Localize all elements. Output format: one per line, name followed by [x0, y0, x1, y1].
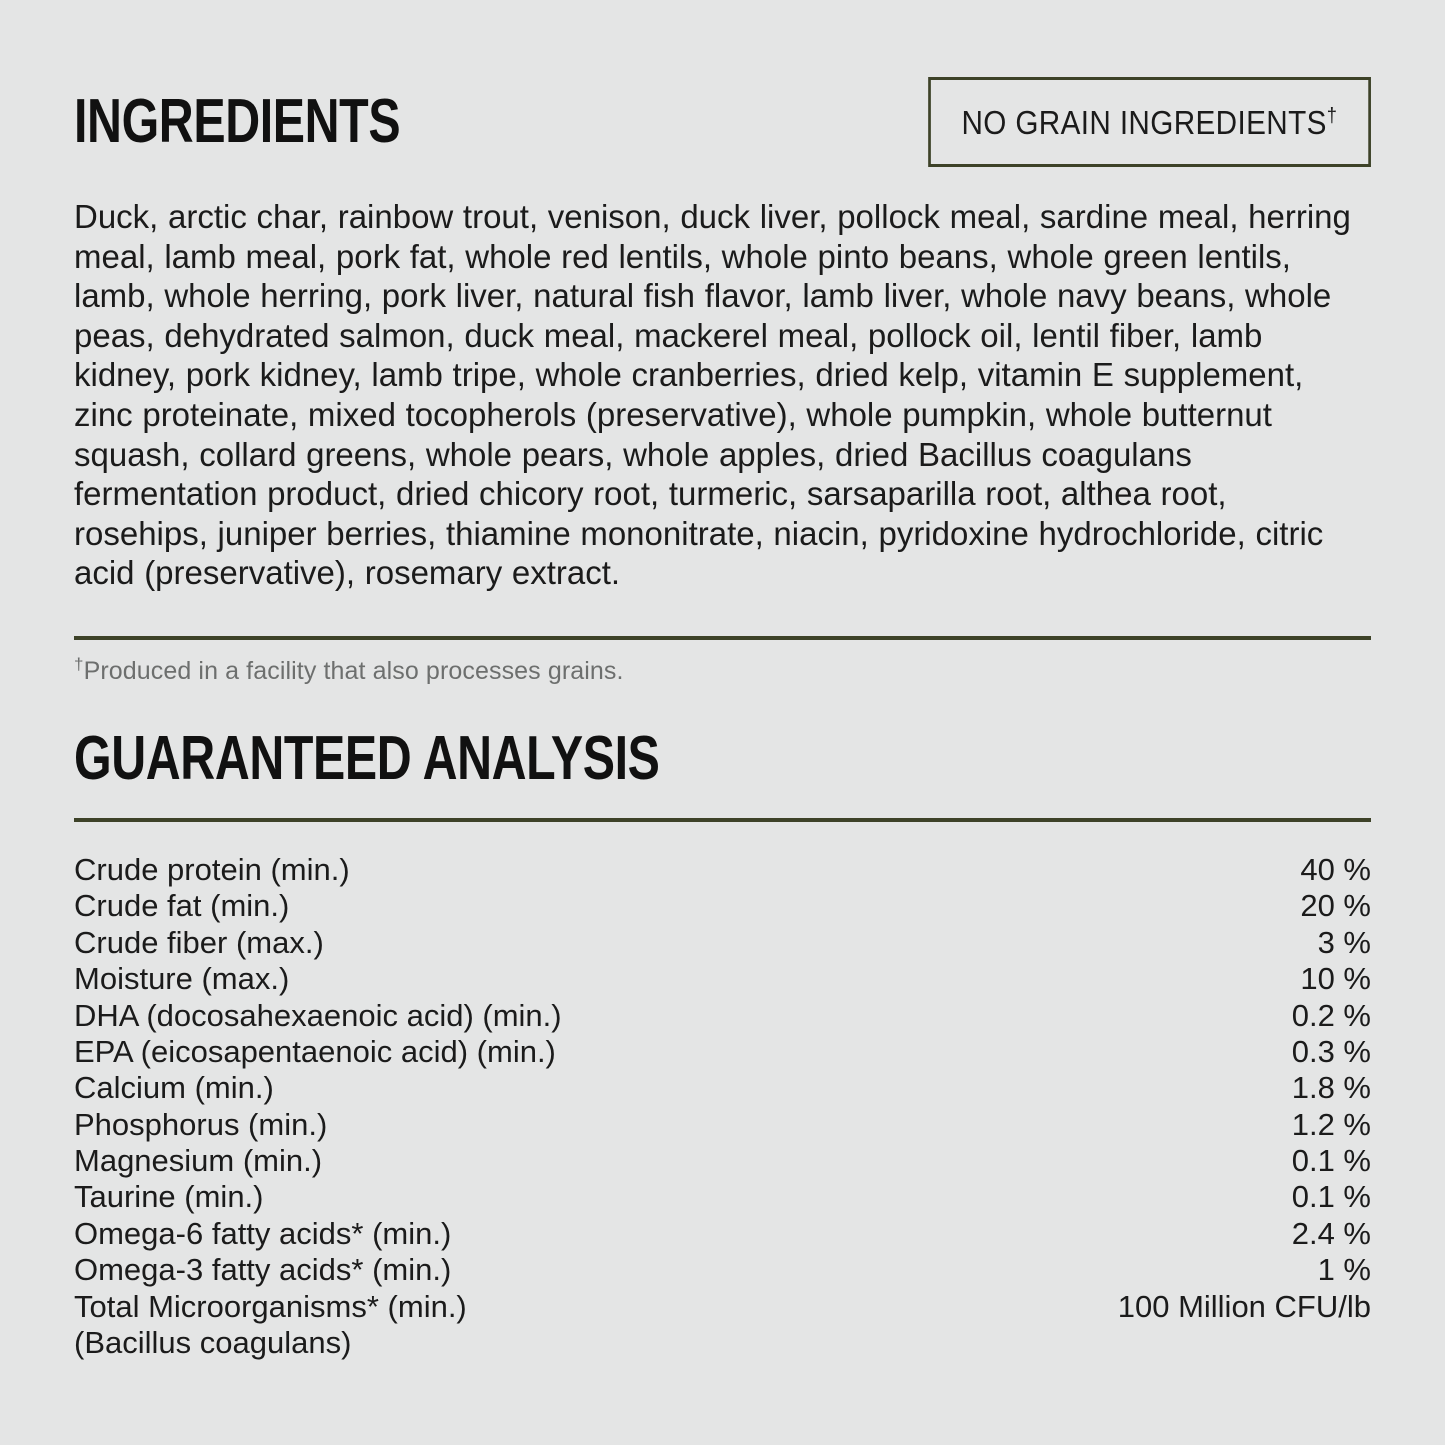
no-grain-badge-label: NO GRAIN INGREDIENTS [961, 104, 1328, 141]
page-title: INGREDIENTS [74, 86, 401, 156]
guaranteed-analysis-header: GUARANTEED ANALYSIS [74, 723, 1371, 802]
analysis-nutrient-value: 40 % [1300, 851, 1371, 887]
analysis-nutrient-value: 0.1 % [1291, 1143, 1371, 1179]
analysis-nutrient-value: 2.4 % [1291, 1215, 1371, 1251]
table-row: Taurine (min.) 0.1 % [74, 1179, 1371, 1215]
table-row: Calcium (min.) 1.8 % [74, 1070, 1371, 1106]
analysis-nutrient-value: 0.3 % [1291, 1033, 1371, 1069]
ingredients-header: INGREDIENTS NO GRAIN INGREDIENTS† [74, 0, 1371, 182]
ingredients-footnote: †Produced in a facility that also proces… [74, 654, 1371, 686]
analysis-nutrient-label: (Bacillus coagulans) [74, 1325, 352, 1361]
analysis-nutrient-label: DHA (docosahexaenoic acid) (min.) [74, 997, 562, 1033]
ingredients-text: Duck, arctic char, rainbow trout, veniso… [74, 199, 1351, 593]
analysis-nutrient-value: 1.2 % [1291, 1106, 1371, 1142]
analysis-nutrient-value: 0.2 % [1291, 997, 1371, 1033]
no-grain-badge-dagger: † [1327, 104, 1338, 127]
analysis-nutrient-value: 0.1 % [1291, 1179, 1371, 1215]
analysis-nutrient-value: 3 % [1317, 924, 1371, 960]
table-row: (Bacillus coagulans) [74, 1325, 1371, 1361]
table-row: Magnesium (min.) 0.1 % [74, 1143, 1371, 1179]
analysis-nutrient-label: Omega-6 fatty acids* (min.) [74, 1215, 452, 1251]
analysis-nutrient-value [928, 1325, 1371, 1361]
analysis-nutrient-label: Omega-3 fatty acids* (min.) [74, 1252, 452, 1288]
guaranteed-analysis-table: Crude protein (min.) 40 % Crude fat (min.)… [74, 852, 1371, 1361]
analysis-nutrient-label: Crude fat (min.) [74, 888, 290, 924]
analysis-nutrient-label: EPA (eicosapentaenoic acid) (min.) [74, 1033, 556, 1069]
analysis-nutrient-value: 1.8 % [1291, 1070, 1371, 1106]
footnote-dagger: † [74, 654, 84, 674]
analysis-nutrient-value: 1 % [1317, 1252, 1371, 1288]
analysis-nutrient-label: Magnesium (min.) [74, 1143, 323, 1179]
table-row: Crude fat (min.) 20 % [74, 888, 1371, 924]
table-row: DHA (docosahexaenoic acid) (min.) 0.2 % [74, 998, 1371, 1034]
analysis-nutrient-value: 10 % [1300, 961, 1371, 997]
analysis-nutrient-label: Calcium (min.) [74, 1070, 274, 1106]
table-row: Moisture (max.) 10 % [74, 961, 1371, 997]
analysis-nutrient-label: Crude protein (min.) [74, 851, 350, 887]
analysis-nutrient-label: Moisture (max.) [74, 961, 290, 997]
table-row: EPA (eicosapentaenoic acid) (min.) 0.3 % [74, 1034, 1371, 1070]
analysis-nutrient-value: 100 Million CFU/lb [1117, 1288, 1371, 1324]
analysis-nutrient-value: 20 % [1300, 888, 1371, 924]
table-row: Crude fiber (max.) 3 % [74, 925, 1371, 961]
no-grain-badge: NO GRAIN INGREDIENTS† [928, 77, 1371, 167]
table-row: Phosphorus (min.) 1.2 % [74, 1107, 1371, 1143]
table-row: Crude protein (min.) 40 % [74, 852, 1371, 888]
analysis-nutrient-label: Crude fiber (max.) [74, 924, 324, 960]
table-row: Omega-6 fatty acids* (min.) 2.4 % [74, 1216, 1371, 1252]
table-row: Total Microorganisms* (min.) 100 Million … [74, 1289, 1371, 1325]
footnote-text: Produced in a facility that also process… [83, 656, 624, 685]
divider-analysis [74, 817, 1371, 822]
guaranteed-analysis-rows: Crude protein (min.) 40 % Crude fat (min.)… [74, 852, 1371, 1361]
guaranteed-analysis-title: GUARANTEED ANALYSIS [74, 723, 660, 793]
table-row: Omega-3 fatty acids* (min.) 1 % [74, 1252, 1371, 1288]
analysis-nutrient-label: Taurine (min.) [74, 1179, 264, 1215]
divider-ingredients [74, 635, 1371, 640]
analysis-nutrient-label: Phosphorus (min.) [74, 1106, 328, 1142]
analysis-nutrient-label: Total Microorganisms* (min.) [74, 1288, 467, 1324]
